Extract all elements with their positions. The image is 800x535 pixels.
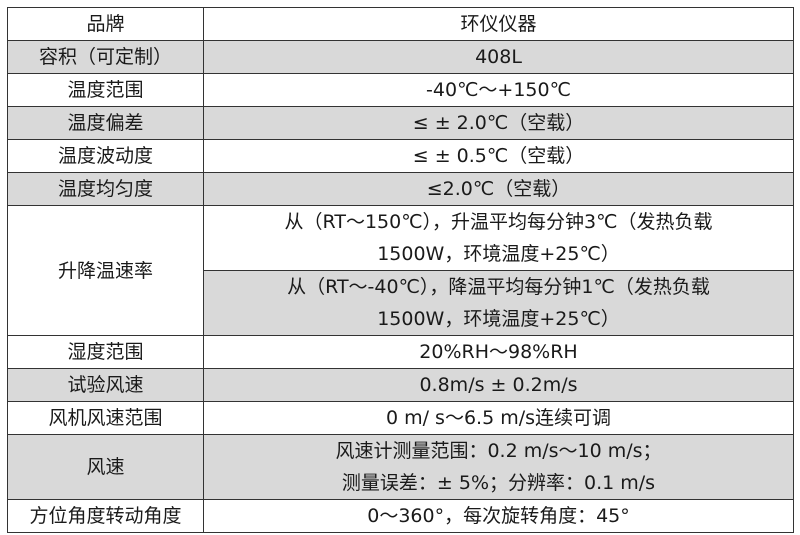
- row-value: 风速计测量范围：0.2 m/s～10 m/s； 测量误差：± 5%；分辨率：0.…: [203, 434, 794, 500]
- row-value: ≤ ± 0.5℃（空载）: [203, 139, 794, 173]
- table-row: 风机风速范围 0 m/ s～6.5 m/s连续可调: [7, 401, 794, 435]
- table-row: 温度波动度 ≤ ± 0.5℃（空载）: [7, 139, 794, 173]
- row-label: 容积（可定制）: [7, 40, 204, 74]
- row-label: 方位角度转动角度: [7, 499, 204, 533]
- row-value: 0.8m/s ± 0.2m/s: [203, 368, 794, 402]
- row-label: 风机风速范围: [7, 401, 204, 435]
- table-row: 方位角度转动角度 0～360°，每次旋转角度：45°: [7, 499, 794, 533]
- value-line: 测量误差：± 5%；分辨率：0.1 m/s: [341, 472, 656, 494]
- row-value: 环仪仪器: [203, 7, 794, 41]
- table-row: 温度偏差 ≤ ± 2.0℃（空载）: [7, 106, 794, 140]
- value-line: 从（RT～-40℃），降温平均每分钟1℃（发热负载: [287, 276, 710, 298]
- row-label: 温度范围: [7, 73, 204, 107]
- table-row: 容积（可定制） 408L: [7, 40, 794, 74]
- value-line: 风速计测量范围：0.2 m/s～10 m/s；: [335, 440, 662, 462]
- table-row: 从（RT～-40℃），降温平均每分钟1℃（发热负载 1500W，环境温度+25℃…: [8, 270, 794, 336]
- row-label: 温度偏差: [7, 106, 204, 140]
- row-value: 408L: [203, 40, 794, 74]
- row-value: 0 m/ s～6.5 m/s连续可调: [203, 401, 794, 435]
- value-line: 1500W，环境温度+25℃）: [377, 243, 620, 265]
- row-value: -40℃～+150℃: [203, 73, 794, 107]
- table-row: 升降温速率 从（RT～150℃），升温平均每分钟3℃（发热负载 1500W，环境…: [7, 205, 794, 336]
- value-line: 1500W，环境温度+25℃）: [377, 308, 620, 330]
- row-value: 20%RH～98%RH: [203, 335, 794, 369]
- table-row: 湿度范围 20%RH～98%RH: [7, 335, 794, 369]
- spec-table: 品牌 环仪仪器 容积（可定制） 408L 温度范围 -40℃～+150℃ 温度偏…: [7, 7, 794, 533]
- table-row: 品牌 环仪仪器: [7, 7, 794, 41]
- table-row: 温度范围 -40℃～+150℃: [7, 73, 794, 107]
- row-value-cooling: 从（RT～-40℃），降温平均每分钟1℃（发热负载 1500W，环境温度+25℃…: [203, 270, 794, 336]
- row-label: 试验风速: [7, 368, 204, 402]
- row-label: 湿度范围: [7, 335, 204, 369]
- row-label: 品牌: [7, 7, 204, 41]
- table-row: 试验风速 0.8m/s ± 0.2m/s: [7, 368, 794, 402]
- row-label: 升降温速率: [7, 205, 204, 336]
- row-label: 温度波动度: [7, 139, 204, 173]
- table-row: 温度均匀度 ≤2.0℃（空载）: [7, 172, 794, 206]
- row-value: ≤ ± 2.0℃（空载）: [203, 106, 794, 140]
- row-label: 温度均匀度: [7, 172, 204, 206]
- value-line: 从（RT～150℃），升温平均每分钟3℃（发热负载: [284, 211, 713, 233]
- table-row: 风速 风速计测量范围：0.2 m/s～10 m/s； 测量误差：± 5%；分辨率…: [7, 434, 794, 500]
- row-label: 风速: [7, 434, 204, 500]
- row-value: 0～360°，每次旋转角度：45°: [203, 499, 794, 533]
- row-value-heating: 从（RT～150℃），升温平均每分钟3℃（发热负载 1500W，环境温度+25℃…: [203, 205, 794, 271]
- row-value: ≤2.0℃（空载）: [203, 172, 794, 206]
